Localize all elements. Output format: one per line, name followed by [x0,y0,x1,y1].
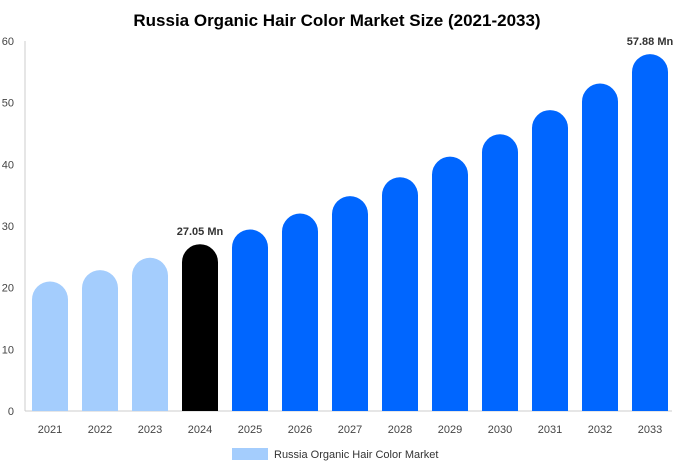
x-tick-label: 2026 [288,424,312,436]
x-tick-label: 2024 [188,424,212,436]
x-tick-label: 2021 [38,424,62,436]
y-tick-label: 20 [2,283,14,295]
x-tick-label: 2022 [88,424,112,436]
x-tick-label: 2027 [338,424,362,436]
bar-2024 [182,244,218,411]
y-tick-label: 0 [8,406,14,418]
x-tick-label: 2029 [438,424,462,436]
y-tick-label: 40 [2,159,14,171]
y-tick-label: 50 [2,98,14,110]
legend: Russia Organic Hair Color Market [232,448,438,461]
bar-2030 [482,134,518,411]
x-tick-label: 2028 [388,424,412,436]
x-tick-label: 2023 [138,424,162,436]
y-tick-label: 10 [2,344,14,356]
x-tick-label: 2032 [588,424,612,436]
data-label-2033: 57.88 Mn [627,36,674,48]
legend-label: Russia Organic Hair Color Market [274,449,438,461]
bar-2021 [32,281,68,411]
bar-2022 [82,270,118,411]
legend-swatch [232,448,268,460]
bar-2028 [382,177,418,411]
bar-2023 [132,257,168,411]
data-label-2024: 27.05 Mn [177,226,224,238]
x-tick-label: 2030 [488,424,512,436]
y-tick-label: 30 [2,221,14,233]
chart-title: Russia Organic Hair Color Market Size (2… [133,11,540,30]
bar-2027 [332,196,368,411]
x-tick-label: 2031 [538,424,562,436]
bar-2026 [282,213,318,411]
x-tick-label: 2033 [638,424,662,436]
bar-2025 [232,229,268,411]
bar-2031 [532,110,568,412]
x-tick-label: 2025 [238,424,262,436]
y-tick-label: 60 [2,36,14,48]
bar-2029 [432,156,468,411]
bar-2032 [582,83,618,412]
bar-2033 [632,54,668,411]
